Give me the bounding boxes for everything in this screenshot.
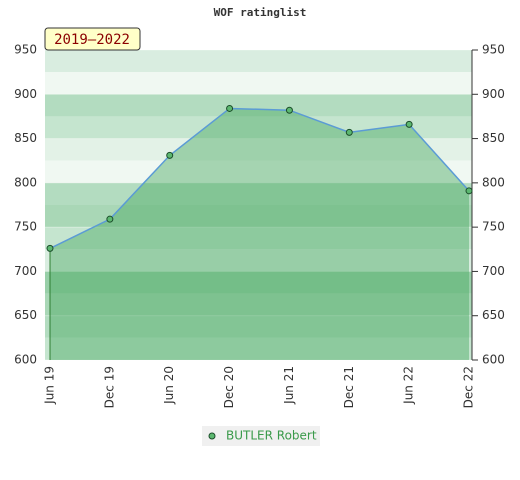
y2-tick-label: 750: [482, 220, 505, 234]
y2-tick-label: 650: [482, 308, 505, 322]
band: [45, 94, 472, 117]
y2-tick-label: 600: [482, 353, 505, 367]
x-tick-label: Jun 20: [162, 366, 176, 405]
y-tick-label: 650: [14, 308, 37, 322]
y2-tick-label: 700: [482, 264, 505, 278]
x-tick-label: Dec 22: [462, 366, 476, 408]
band: [45, 315, 472, 338]
badge-box: [44, 27, 141, 51]
point: [345, 128, 353, 136]
point: [226, 104, 234, 112]
point: [405, 120, 413, 128]
x-tick-label: Dec 21: [342, 366, 356, 408]
band: [45, 116, 472, 139]
band: [45, 337, 472, 360]
y2-tick-label: 850: [482, 131, 505, 145]
band: [45, 293, 472, 316]
y-tick-label: 700: [14, 264, 37, 278]
chart-title: WOF ratinglist: [214, 6, 307, 19]
band: [45, 249, 472, 272]
band: [45, 271, 472, 294]
y-tick-label: 850: [14, 131, 37, 145]
y2-tick-label: 800: [482, 175, 505, 189]
y2-tick-label: 950: [482, 43, 505, 57]
band: [45, 205, 472, 228]
band: [45, 160, 472, 183]
line: [49, 107, 470, 250]
badge: 2019–2022: [54, 32, 130, 48]
plot-area: [45, 49, 472, 361]
x-tick-label: Dec 19: [102, 366, 116, 408]
point: [106, 215, 114, 223]
point: [285, 106, 293, 114]
y-tick-label: 750: [14, 220, 37, 234]
y-tick-label: 600: [14, 353, 37, 367]
x-tick-label: Jun 21: [282, 366, 296, 405]
point: [46, 244, 54, 252]
band: [45, 227, 472, 250]
x-tick-label: Jun 22: [402, 366, 416, 405]
band: [45, 182, 472, 205]
point: [166, 151, 174, 159]
y-tick-label: 950: [14, 43, 37, 57]
legend: [202, 426, 320, 446]
y2-tick-label: 900: [482, 87, 505, 101]
band: [45, 72, 472, 95]
y-tick-label: 900: [14, 87, 37, 101]
point: [465, 187, 473, 195]
legend-marker: [208, 432, 216, 440]
x-tick-label: Jun 19: [43, 366, 57, 405]
band: [45, 138, 472, 161]
x-tick-label: Dec 20: [222, 366, 236, 408]
band: [45, 50, 472, 73]
y-tick-label: 800: [14, 175, 37, 189]
legend-label: BUTLER Robert: [226, 429, 317, 443]
